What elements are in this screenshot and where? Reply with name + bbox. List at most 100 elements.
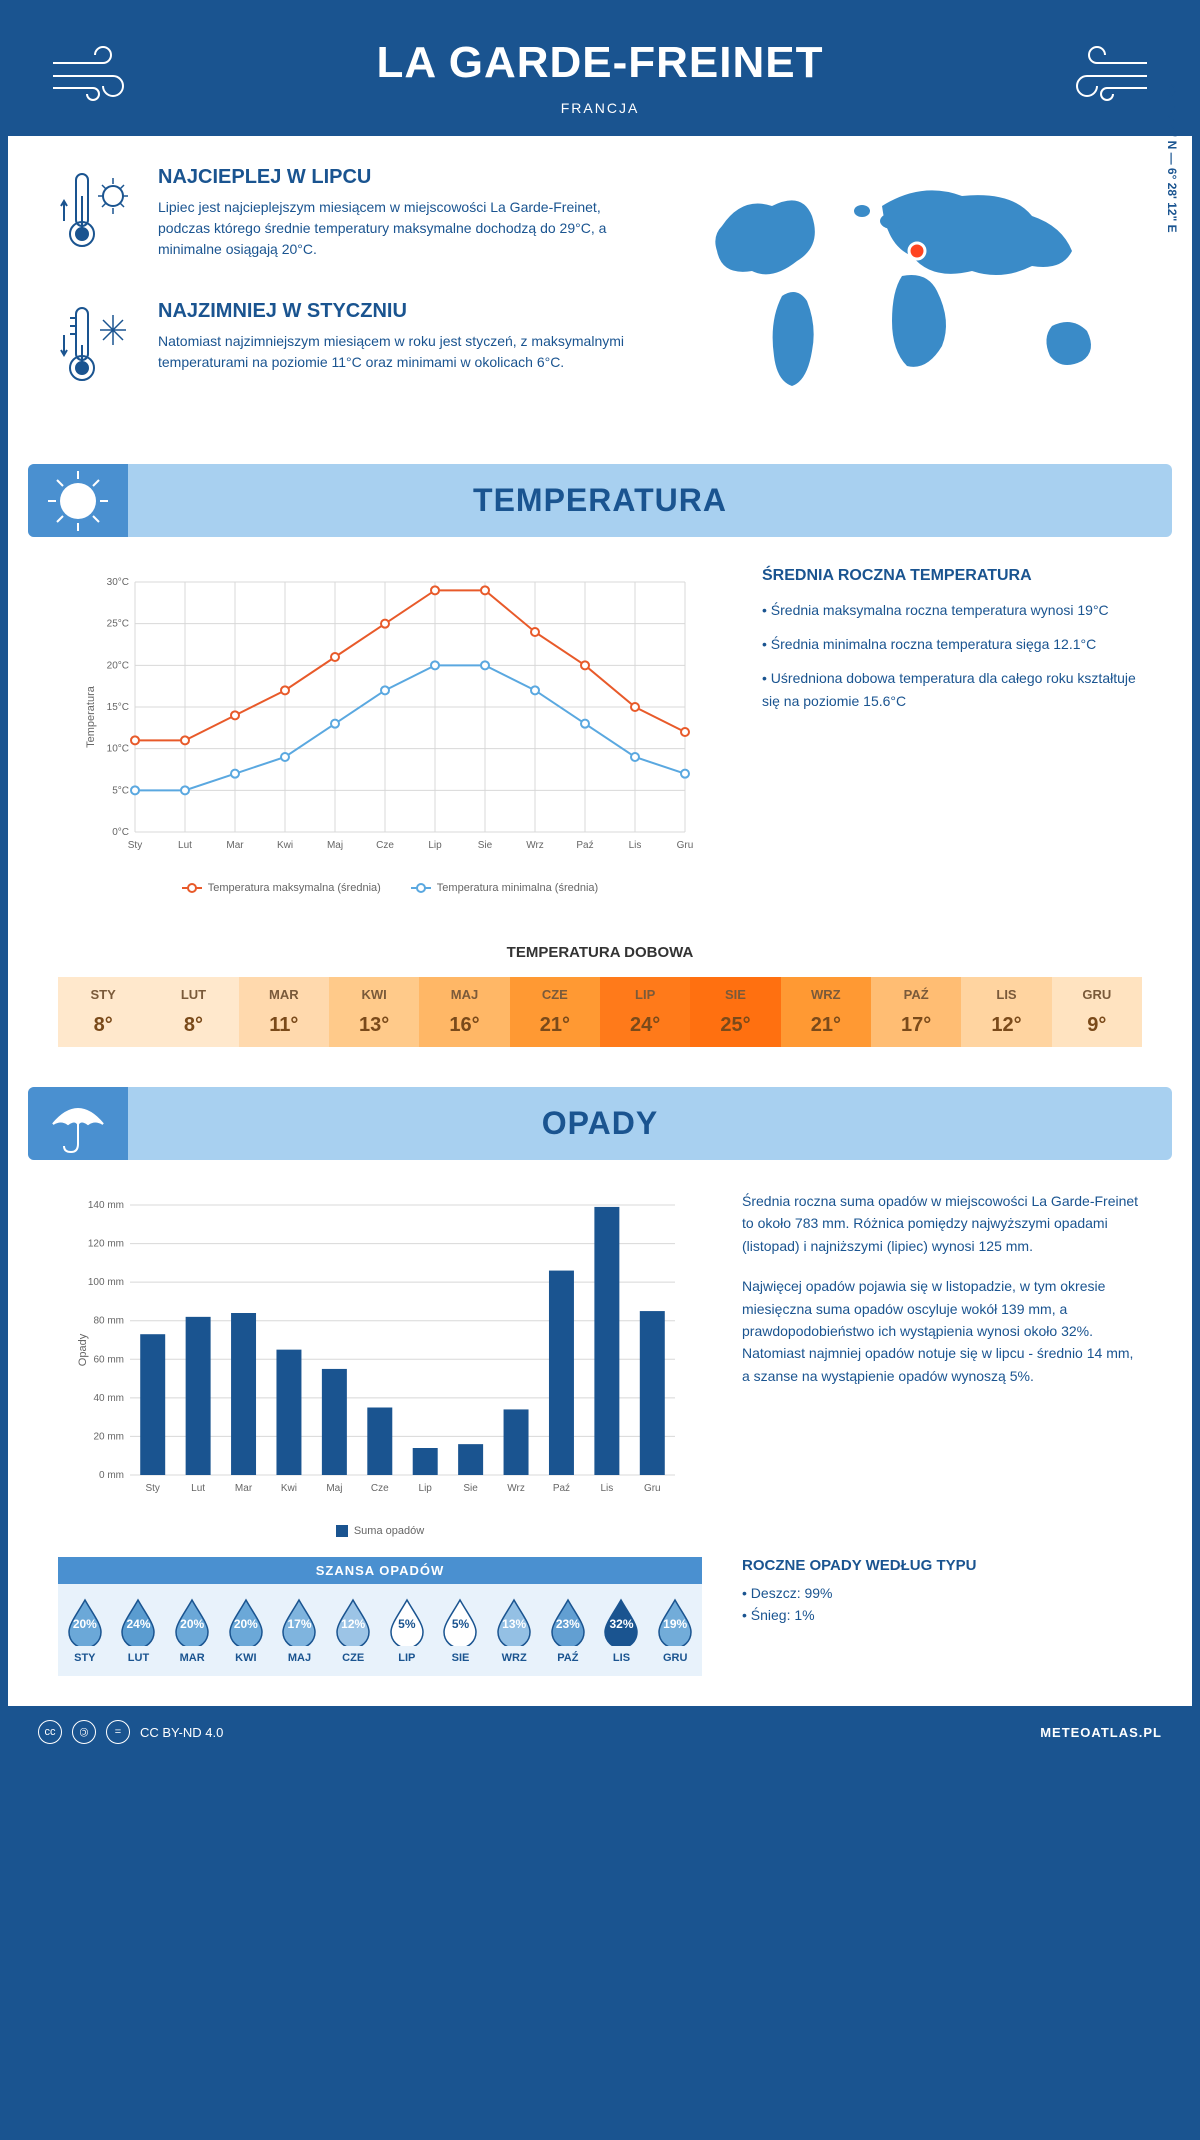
temperature-line-chart: 0°C5°C10°C15°C20°C25°C30°CStyLutMarKwiMa… bbox=[58, 567, 722, 867]
temperature-legend: Temperatura maksymalna (średnia) Tempera… bbox=[58, 882, 722, 894]
svg-text:Gru: Gru bbox=[644, 1483, 661, 1494]
daily-temp-cell: SIE25° bbox=[690, 977, 780, 1047]
svg-text:Cze: Cze bbox=[371, 1483, 389, 1494]
chance-cell: 23%PAŹ bbox=[541, 1596, 595, 1664]
chance-cell: 20%STY bbox=[58, 1596, 112, 1664]
temperature-info: ŚREDNIA ROCZNA TEMPERATURA • Średnia mak… bbox=[762, 567, 1142, 894]
precip-chart-row: 0 mm20 mm40 mm60 mm80 mm100 mm120 mm140 … bbox=[8, 1160, 1192, 1557]
svg-text:5°C: 5°C bbox=[112, 785, 129, 796]
svg-text:Lis: Lis bbox=[629, 840, 642, 851]
daily-temp-grid: STY8°LUT8°MAR11°KWI13°MAJ16°CZE21°LIP24°… bbox=[58, 977, 1142, 1047]
daily-temp-cell: LIS12° bbox=[961, 977, 1051, 1047]
temp-info-item: • Uśredniona dobowa temperatura dla całe… bbox=[762, 667, 1142, 715]
chance-cell: 32%LIS bbox=[595, 1596, 649, 1664]
thermometer-hot-icon bbox=[58, 166, 138, 270]
precip-legend-label: Suma opadów bbox=[354, 1525, 424, 1537]
chance-cell: 20%KWI bbox=[219, 1596, 273, 1664]
daily-temp-cell: CZE21° bbox=[510, 977, 600, 1047]
svg-text:120 mm: 120 mm bbox=[88, 1239, 124, 1250]
svg-text:Maj: Maj bbox=[327, 840, 343, 851]
svg-text:60 mm: 60 mm bbox=[93, 1354, 124, 1365]
precip-type-item: • Deszcz: 99% bbox=[742, 1582, 1142, 1604]
svg-text:Mar: Mar bbox=[235, 1483, 253, 1494]
svg-text:40 mm: 40 mm bbox=[93, 1393, 124, 1404]
svg-text:Opady: Opady bbox=[77, 1333, 89, 1366]
svg-text:Mar: Mar bbox=[226, 840, 244, 851]
legend-max: Temperatura maksymalna (średnia) bbox=[208, 882, 381, 894]
svg-text:Sty: Sty bbox=[128, 840, 142, 851]
svg-text:Gru: Gru bbox=[677, 840, 694, 851]
svg-text:Sty: Sty bbox=[145, 1483, 159, 1494]
world-map bbox=[692, 166, 1142, 406]
temp-info-item: • Średnia maksymalna roczna temperatura … bbox=[762, 599, 1142, 623]
svg-text:Sie: Sie bbox=[478, 840, 493, 851]
thermometer-cold-icon bbox=[58, 300, 138, 404]
coldest-title: NAJZIMNIEJ W STYCZNIU bbox=[158, 300, 652, 323]
chance-grid: 20%STY24%LUT20%MAR20%KWI17%MAJ12%CZE5%LI… bbox=[58, 1584, 702, 1676]
license-label: CC BY-ND 4.0 bbox=[140, 1725, 223, 1740]
temperature-title: TEMPERATURA bbox=[46, 482, 1154, 519]
legend-min: Temperatura minimalna (średnia) bbox=[437, 882, 598, 894]
svg-text:20 mm: 20 mm bbox=[93, 1431, 124, 1442]
daily-temp-cell: GRU9° bbox=[1052, 977, 1142, 1047]
temp-info-title: ŚREDNIA ROCZNA TEMPERATURA bbox=[762, 567, 1142, 585]
chance-cell: 17%MAJ bbox=[273, 1596, 327, 1664]
cc-icon: cc bbox=[38, 1720, 62, 1744]
precip-legend: Suma opadów bbox=[58, 1525, 702, 1537]
daily-temp-cell: MAJ16° bbox=[419, 977, 509, 1047]
page-title: LA GARDE-FREINET bbox=[28, 38, 1172, 88]
wind-icon bbox=[48, 38, 138, 120]
chance-cell: 20%MAR bbox=[165, 1596, 219, 1664]
svg-text:140 mm: 140 mm bbox=[88, 1200, 124, 1211]
chance-title: SZANSA OPADÓW bbox=[58, 1557, 702, 1584]
svg-text:Cze: Cze bbox=[376, 840, 394, 851]
svg-text:Paź: Paź bbox=[553, 1483, 570, 1494]
daily-temp-title: TEMPERATURA DOBOWA bbox=[58, 944, 1142, 961]
svg-text:Maj: Maj bbox=[326, 1483, 342, 1494]
hottest-title: NAJCIEPLEJ W LIPCU bbox=[158, 166, 652, 189]
svg-text:15°C: 15°C bbox=[107, 702, 129, 713]
svg-text:Temperatura: Temperatura bbox=[85, 685, 97, 748]
coldest-block: NAJZIMNIEJ W STYCZNIU Natomiast najzimni… bbox=[58, 300, 652, 404]
header: LA GARDE-FREINET FRANCJA bbox=[8, 8, 1192, 136]
svg-text:Kwi: Kwi bbox=[281, 1483, 297, 1494]
daily-temp-cell: LUT8° bbox=[148, 977, 238, 1047]
daily-temp-cell: WRZ21° bbox=[781, 977, 871, 1047]
svg-text:Kwi: Kwi bbox=[277, 840, 293, 851]
daily-temp-section: TEMPERATURA DOBOWA STY8°LUT8°MAR11°KWI13… bbox=[8, 924, 1192, 1087]
wind-icon bbox=[1062, 38, 1152, 120]
page: LA GARDE-FREINET FRANCJA NAJCIEPLEJ W LI… bbox=[8, 8, 1192, 1758]
daily-temp-cell: STY8° bbox=[58, 977, 148, 1047]
svg-text:Wrz: Wrz bbox=[507, 1483, 525, 1494]
precip-type-title: ROCZNE OPADY WEDŁUG TYPU bbox=[742, 1557, 1142, 1574]
svg-text:Lip: Lip bbox=[428, 840, 442, 851]
precip-text: Średnia roczna suma opadów w miejscowośc… bbox=[742, 1190, 1142, 1257]
precip-info: Średnia roczna suma opadów w miejscowośc… bbox=[742, 1190, 1142, 1537]
svg-text:Lut: Lut bbox=[178, 840, 192, 851]
chance-cell: 5%LIP bbox=[380, 1596, 434, 1664]
precip-section-header: OPADY bbox=[28, 1087, 1172, 1160]
precip-type-item: • Śnieg: 1% bbox=[742, 1604, 1142, 1626]
precip-title: OPADY bbox=[46, 1105, 1154, 1142]
coldest-text: Natomiast najzimniejszym miesiącem w rok… bbox=[158, 331, 652, 373]
svg-text:Lis: Lis bbox=[600, 1483, 613, 1494]
temperature-section-header: TEMPERATURA bbox=[28, 464, 1172, 537]
temp-info-item: • Średnia minimalna roczna temperatura s… bbox=[762, 633, 1142, 657]
site-label: METEOATLAS.PL bbox=[1040, 1725, 1162, 1740]
svg-text:30°C: 30°C bbox=[107, 577, 129, 588]
chance-cell: 13%WRZ bbox=[487, 1596, 541, 1664]
footer: cc 🄯 = CC BY-ND 4.0 METEOATLAS.PL bbox=[8, 1706, 1192, 1758]
svg-text:10°C: 10°C bbox=[107, 744, 129, 755]
coordinates: 43° 19' 4" N — 6° 28' 12" E bbox=[1165, 84, 1179, 233]
svg-text:Paź: Paź bbox=[576, 840, 593, 851]
chance-cell: 5%SIE bbox=[434, 1596, 488, 1664]
precip-type-block: ROCZNE OPADY WEDŁUG TYPU • Deszcz: 99% •… bbox=[742, 1557, 1142, 1627]
svg-text:Lut: Lut bbox=[191, 1483, 205, 1494]
intro-section: NAJCIEPLEJ W LIPCU Lipiec jest najcieple… bbox=[8, 136, 1192, 464]
svg-text:Lip: Lip bbox=[419, 1483, 433, 1494]
precip-text: Najwięcej opadów pojawia się w listopadz… bbox=[742, 1275, 1142, 1387]
daily-temp-cell: KWI13° bbox=[329, 977, 419, 1047]
by-icon: 🄯 bbox=[72, 1720, 96, 1744]
chance-block: SZANSA OPADÓW 20%STY24%LUT20%MAR20%KWI17… bbox=[58, 1557, 702, 1676]
svg-text:80 mm: 80 mm bbox=[93, 1316, 124, 1327]
